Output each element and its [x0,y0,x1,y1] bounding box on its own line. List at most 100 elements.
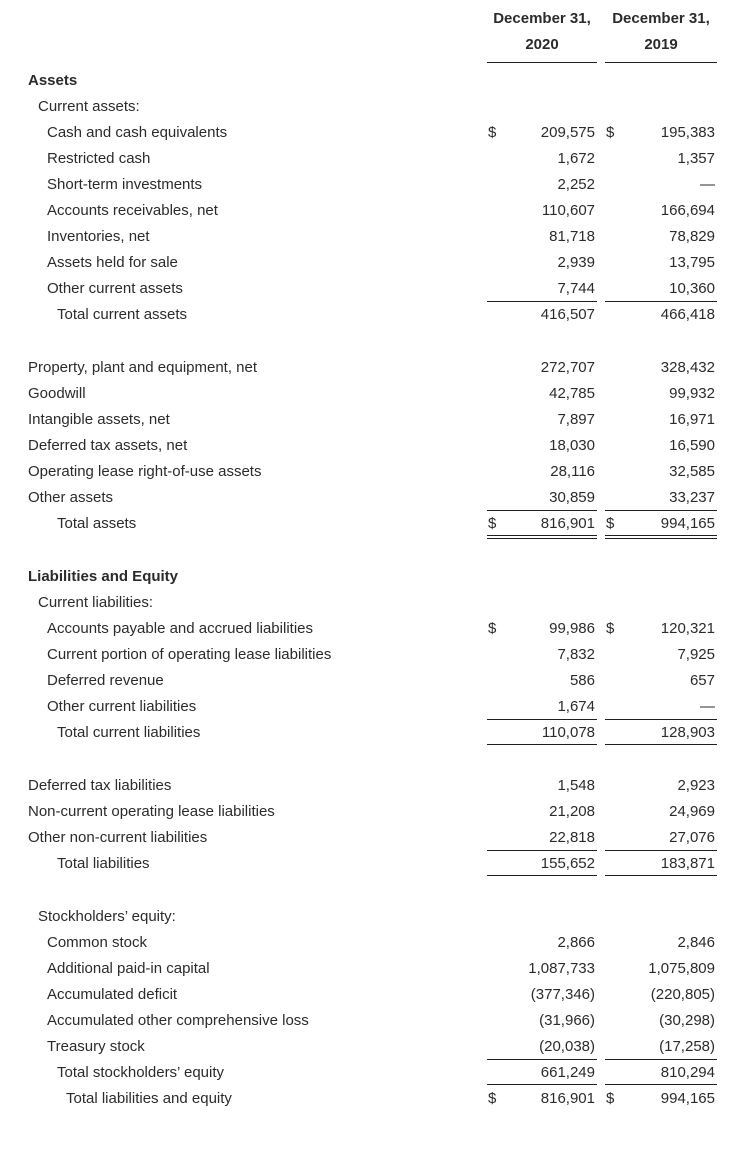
value-2019-cell: (17,258) [605,1033,717,1059]
section-spacer [28,876,717,903]
column-header-2019-year: 2019 [644,36,678,53]
value-2019-cell: (30,298) [605,1007,717,1033]
row-label: Current portion of operating lease liabi… [47,645,332,663]
column-header-2020: December 31, 2020 [487,6,597,63]
value-2019: 27,076 [669,828,715,846]
value-2019-cell: 183,871 [605,850,717,876]
row-label: Other assets [28,488,114,506]
row-label: Deferred tax assets, net [28,436,188,454]
value-2020: 7,897 [557,410,595,428]
value-2020: 816,901 [540,1089,595,1107]
value-2020-cell: 110,078 [487,719,597,745]
value-2020-cell: 1,548 [487,772,597,798]
row-label: Accumulated deficit [47,985,178,1003]
value-2020: 586 [569,671,595,689]
dollar-sign: $ [488,123,497,141]
row-label: Other non-current liabilities [28,828,208,846]
value-2020-cell: 7,744 [487,275,597,301]
table-row: Deferred revenue 586 657 [28,667,717,693]
value-2020: 110,607 [541,201,595,219]
value-2020: 1,672 [557,149,595,167]
table-row: Other assets 30,859 33,237 [28,484,717,510]
value-2019-cell: $120,321 [605,615,717,641]
value-2020: 1,674 [557,697,595,715]
value-2020-cell: 28,116 [487,458,597,484]
value-2019: 99,932 [669,384,715,402]
value-2019-cell: — [605,171,717,197]
value-2019: 128,903 [660,723,715,741]
value-2019: 328,432 [660,358,715,376]
value-2020-cell: 7,832 [487,641,597,667]
value-2020-cell: 1,087,733 [487,955,597,981]
value-2019-cell: 1,075,809 [605,955,717,981]
value-2019: 120,321 [660,619,715,637]
value-2020-cell: 21,208 [487,798,597,824]
value-2019-cell: 7,925 [605,641,717,667]
value-2019-cell: 657 [605,667,717,693]
row-label: Goodwill [28,384,86,402]
value-2020: (377,346) [530,985,595,1003]
table-row: Treasury stock (20,038) (17,258) [28,1033,717,1059]
table-row: Additional paid-in capital 1,087,733 1,075… [28,955,717,981]
table-row: Total stockholders’ equity 661,249 810,294 [28,1059,717,1085]
value-2020: 1,087,733 [528,959,595,977]
value-2019-cell: 2,923 [605,772,717,798]
row-label: Common stock [47,933,148,951]
value-2020-cell [487,67,597,93]
value-2019: 16,590 [669,436,715,454]
value-2019: 32,585 [669,462,715,480]
table-row: Intangible assets, net 7,897 16,971 [28,406,717,432]
column-headers: December 31, 2020 December 31, 2019 [28,6,717,63]
value-2019-cell: (220,805) [605,981,717,1007]
row-label: Non-current operating lease liabilities [28,802,275,820]
table-row: Liabilities and Equity [28,563,717,589]
value-2020-cell: 272,707 [487,354,597,380]
value-2020: 816,901 [540,514,595,532]
value-2020: 1,548 [557,776,595,794]
dollar-sign: $ [606,619,615,637]
value-2019-cell: 10,360 [605,275,717,301]
section-spacer [28,536,717,563]
value-2019-cell [605,589,717,615]
row-label: Operating lease right-of-use assets [28,462,262,480]
value-2019: — [700,175,715,193]
value-2020-cell: 661,249 [487,1059,597,1085]
value-2019-cell: $994,165 [605,1085,717,1111]
value-2020: 81,718 [549,227,595,245]
value-2020: 661,249 [540,1063,595,1081]
row-label: Total liabilities and equity [66,1089,232,1107]
value-2019-cell: 32,585 [605,458,717,484]
value-2020: 209,575 [540,123,595,141]
table-row: Stockholders’ equity: [28,903,717,929]
value-2020-cell: 81,718 [487,223,597,249]
value-2019-cell: 33,237 [605,484,717,510]
value-2020-cell: 18,030 [487,432,597,458]
value-2019-cell: $195,383 [605,119,717,145]
value-2020-cell: $816,901 [487,1085,597,1111]
value-2019: — [700,697,715,715]
row-label: Other current liabilities [47,697,197,715]
table-row: Accumulated other comprehensive loss (31,… [28,1007,717,1033]
dollar-sign: $ [488,1089,497,1107]
value-2019: 183,871 [660,854,715,872]
value-2019-cell [605,93,717,119]
value-2019-cell [605,67,717,93]
value-2019: (220,805) [650,985,715,1003]
dollar-sign: $ [606,1089,615,1107]
value-2020: 2,866 [557,933,595,951]
table-row: Accumulated deficit (377,346) (220,805) [28,981,717,1007]
value-2020: 2,252 [557,175,595,193]
row-label: Assets held for sale [47,253,178,271]
value-2019: 195,383 [660,123,715,141]
balance-sheet-rows: Assets Current assets: Cash and cash equiv… [28,67,717,1111]
table-row: Other current assets 7,744 10,360 [28,275,717,301]
header-spacer [28,6,487,63]
row-label: Accumulated other comprehensive loss [47,1011,309,1029]
value-2020-cell: 110,607 [487,197,597,223]
table-row: Inventories, net 81,718 78,829 [28,223,717,249]
value-2020: 155,652 [540,854,595,872]
row-label: Total stockholders’ equity [57,1063,225,1081]
value-2020: 110,078 [541,723,595,741]
value-2020-cell: 2,252 [487,171,597,197]
dollar-sign: $ [606,123,615,141]
